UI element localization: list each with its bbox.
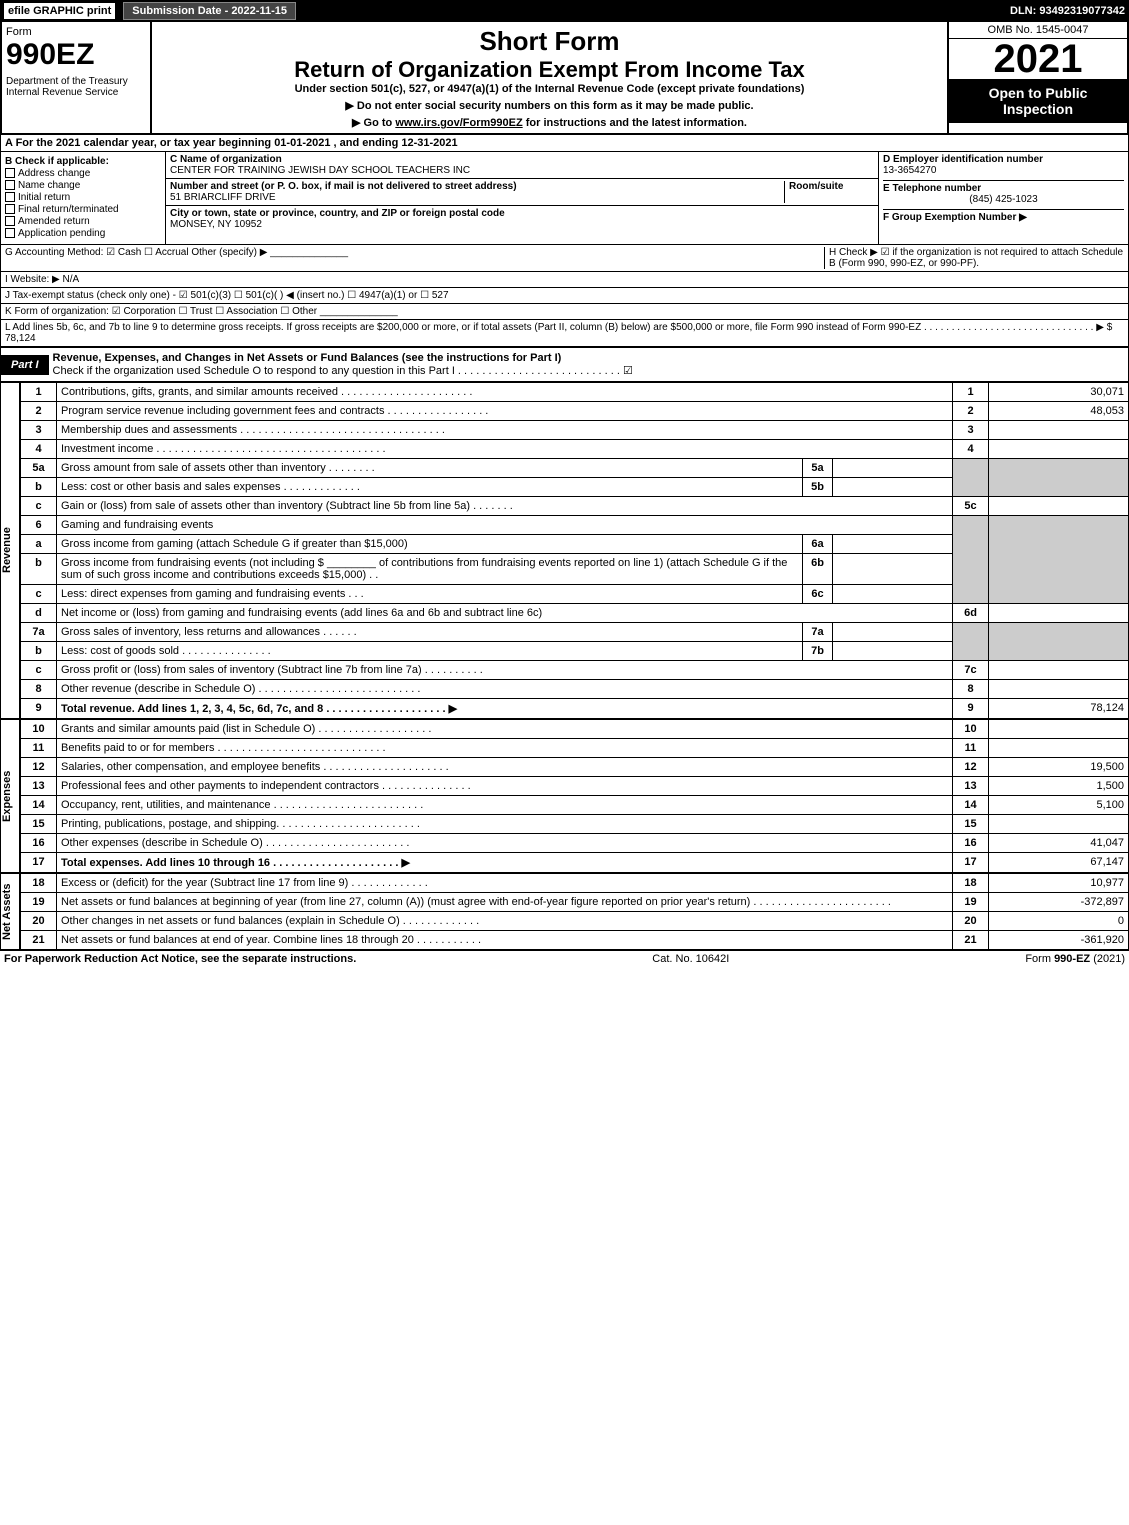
section-c: C Name of organization CENTER FOR TRAINI…	[166, 152, 878, 244]
net-assets-section: Net Assets 18Excess or (deficit) for the…	[0, 873, 1129, 950]
c-street-label: Number and street (or P. O. box, if mail…	[170, 181, 784, 192]
line-g-h: G Accounting Method: ☑ Cash ☐ Accrual Ot…	[0, 245, 1129, 272]
org-city: MONSEY, NY 10952	[170, 219, 874, 230]
footer-mid: Cat. No. 10642I	[652, 953, 729, 965]
line-6: 6Gaming and fundraising events	[21, 516, 1129, 535]
irs-link[interactable]: www.irs.gov/Form990EZ	[395, 117, 522, 129]
line-15: 15Printing, publications, postage, and s…	[21, 815, 1129, 834]
info-row: B Check if applicable: Address change Na…	[0, 152, 1129, 245]
efile-label[interactable]: efile GRAPHIC print	[4, 3, 115, 19]
b-opt-final[interactable]: Final return/terminated	[5, 204, 161, 215]
form-label: Form	[6, 26, 146, 38]
short-form: Short Form	[156, 26, 943, 57]
form-subtitle: Under section 501(c), 527, or 4947(a)(1)…	[156, 83, 943, 95]
e-label: E Telephone number	[883, 180, 1124, 194]
line-20: 20Other changes in net assets or fund ba…	[21, 912, 1129, 931]
line-l: L Add lines 5b, 6c, and 7b to line 9 to …	[0, 320, 1129, 347]
submission-date: Submission Date - 2022-11-15	[123, 2, 296, 20]
c-name-cell: C Name of organization CENTER FOR TRAINI…	[166, 152, 878, 179]
c-room-label: Room/suite	[789, 181, 874, 192]
instruction-2: ▶ Go to www.irs.gov/Form990EZ for instru…	[156, 116, 943, 129]
line-4: 4Investment income . . . . . . . . . . .…	[21, 440, 1129, 459]
line-7c: cGross profit or (loss) from sales of in…	[21, 661, 1129, 680]
line-19: 19Net assets or fund balances at beginni…	[21, 893, 1129, 912]
line-a: A For the 2021 calendar year, or tax yea…	[0, 135, 1129, 152]
line-j: J Tax-exempt status (check only one) - ☑…	[0, 288, 1129, 304]
line-9: 9Total revenue. Add lines 1, 2, 3, 4, 5c…	[21, 699, 1129, 719]
line-5a: 5aGross amount from sale of assets other…	[21, 459, 1129, 478]
form-header: Form 990EZ Department of the Treasury In…	[0, 22, 1129, 135]
line-7a: 7aGross sales of inventory, less returns…	[21, 623, 1129, 642]
line-3: 3Membership dues and assessments . . . .…	[21, 421, 1129, 440]
c-street-cell: Number and street (or P. O. box, if mail…	[166, 179, 878, 206]
org-street: 51 BRIARCLIFF DRIVE	[170, 192, 784, 203]
instr2-pre: ▶ Go to	[352, 117, 395, 129]
expenses-table: 10Grants and similar amounts paid (list …	[20, 719, 1129, 873]
b-opt-pending[interactable]: Application pending	[5, 228, 161, 239]
line-5c: cGain or (loss) from sale of assets othe…	[21, 497, 1129, 516]
expenses-section: Expenses 10Grants and similar amounts pa…	[0, 719, 1129, 873]
line-12: 12Salaries, other compensation, and empl…	[21, 758, 1129, 777]
line-6d: dNet income or (loss) from gaming and fu…	[21, 604, 1129, 623]
footer-left: For Paperwork Reduction Act Notice, see …	[4, 953, 356, 965]
open-to-public: Open to Public Inspection	[949, 79, 1127, 123]
section-b: B Check if applicable: Address change Na…	[1, 152, 166, 244]
line-13: 13Professional fees and other payments t…	[21, 777, 1129, 796]
line-16: 16Other expenses (describe in Schedule O…	[21, 834, 1129, 853]
footer-right: Form 990-EZ (2021)	[1025, 953, 1125, 965]
header-center: Short Form Return of Organization Exempt…	[152, 22, 947, 133]
line-11: 11Benefits paid to or for members . . . …	[21, 739, 1129, 758]
tax-year: 2021	[949, 39, 1127, 79]
c-name-label: C Name of organization	[170, 154, 874, 165]
b-opt-amended[interactable]: Amended return	[5, 216, 161, 227]
line-g: G Accounting Method: ☑ Cash ☐ Accrual Ot…	[5, 247, 824, 269]
dln: DLN: 93492319077342	[1010, 5, 1125, 17]
revenue-sidelabel: Revenue	[0, 382, 20, 719]
c-city-cell: City or town, state or province, country…	[166, 206, 878, 232]
page-footer: For Paperwork Reduction Act Notice, see …	[0, 950, 1129, 967]
revenue-section: Revenue 1Contributions, gifts, grants, a…	[0, 382, 1129, 719]
part-i-checkline: Check if the organization used Schedule …	[53, 365, 633, 377]
instruction-1: ▶ Do not enter social security numbers o…	[156, 99, 943, 112]
net-assets-table: 18Excess or (deficit) for the year (Subt…	[20, 873, 1129, 950]
section-def: D Employer identification number 13-3654…	[878, 152, 1128, 244]
telephone: (845) 425-1023	[883, 194, 1124, 205]
revenue-table: 1Contributions, gifts, grants, and simil…	[20, 382, 1129, 719]
instr2-post: for instructions and the latest informat…	[523, 117, 747, 129]
part-i-tag: Part I	[1, 355, 49, 375]
line-k: K Form of organization: ☑ Corporation ☐ …	[0, 304, 1129, 320]
department: Department of the Treasury Internal Reve…	[6, 76, 146, 98]
d-label: D Employer identification number	[883, 154, 1124, 165]
line-i: I Website: ▶ N/A	[0, 272, 1129, 288]
line-21: 21Net assets or fund balances at end of …	[21, 931, 1129, 950]
part-i-header: Part I Revenue, Expenses, and Changes in…	[0, 347, 1129, 382]
header-left: Form 990EZ Department of the Treasury In…	[2, 22, 152, 133]
ein: 13-3654270	[883, 165, 1124, 176]
expenses-sidelabel: Expenses	[0, 719, 20, 873]
part-i-title: Revenue, Expenses, and Changes in Net As…	[49, 348, 1128, 381]
top-bar: efile GRAPHIC print Submission Date - 20…	[0, 0, 1129, 22]
line-2: 2Program service revenue including gover…	[21, 402, 1129, 421]
net-assets-sidelabel: Net Assets	[0, 873, 20, 950]
line-1: 1Contributions, gifts, grants, and simil…	[21, 383, 1129, 402]
b-title: B Check if applicable:	[5, 156, 161, 167]
line-10: 10Grants and similar amounts paid (list …	[21, 720, 1129, 739]
line-h: H Check ▶ ☑ if the organization is not r…	[824, 247, 1124, 269]
b-opt-name[interactable]: Name change	[5, 180, 161, 191]
c-city-label: City or town, state or province, country…	[170, 208, 874, 219]
line-8: 8Other revenue (describe in Schedule O) …	[21, 680, 1129, 699]
org-name: CENTER FOR TRAINING JEWISH DAY SCHOOL TE…	[170, 165, 874, 176]
header-right: OMB No. 1545-0047 2021 Open to Public In…	[947, 22, 1127, 133]
line-18: 18Excess or (deficit) for the year (Subt…	[21, 874, 1129, 893]
b-opt-address[interactable]: Address change	[5, 168, 161, 179]
line-17: 17Total expenses. Add lines 10 through 1…	[21, 853, 1129, 873]
form-title: Return of Organization Exempt From Incom…	[156, 57, 943, 83]
form-number: 990EZ	[6, 38, 146, 72]
line-14: 14Occupancy, rent, utilities, and mainte…	[21, 796, 1129, 815]
f-label: F Group Exemption Number ▶	[883, 209, 1124, 223]
b-opt-initial[interactable]: Initial return	[5, 192, 161, 203]
